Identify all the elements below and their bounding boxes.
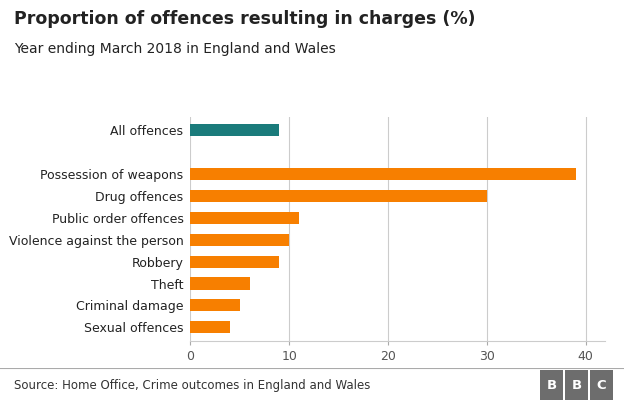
- Bar: [190, 278, 250, 289]
- Bar: [190, 212, 299, 224]
- Text: C: C: [597, 379, 607, 392]
- Bar: [190, 234, 289, 246]
- Text: B: B: [547, 379, 557, 392]
- Bar: [190, 124, 280, 136]
- Text: B: B: [572, 379, 582, 392]
- FancyBboxPatch shape: [565, 370, 588, 400]
- Bar: [190, 299, 240, 312]
- Bar: [190, 256, 280, 268]
- Text: Year ending March 2018 in England and Wales: Year ending March 2018 in England and Wa…: [14, 42, 336, 56]
- Bar: [190, 168, 575, 180]
- FancyBboxPatch shape: [590, 370, 613, 400]
- FancyBboxPatch shape: [540, 370, 563, 400]
- Text: Source: Home Office, Crime outcomes in England and Wales: Source: Home Office, Crime outcomes in E…: [14, 379, 370, 392]
- Bar: [190, 190, 487, 202]
- Text: Proportion of offences resulting in charges (%): Proportion of offences resulting in char…: [14, 10, 475, 28]
- Bar: [190, 321, 230, 333]
